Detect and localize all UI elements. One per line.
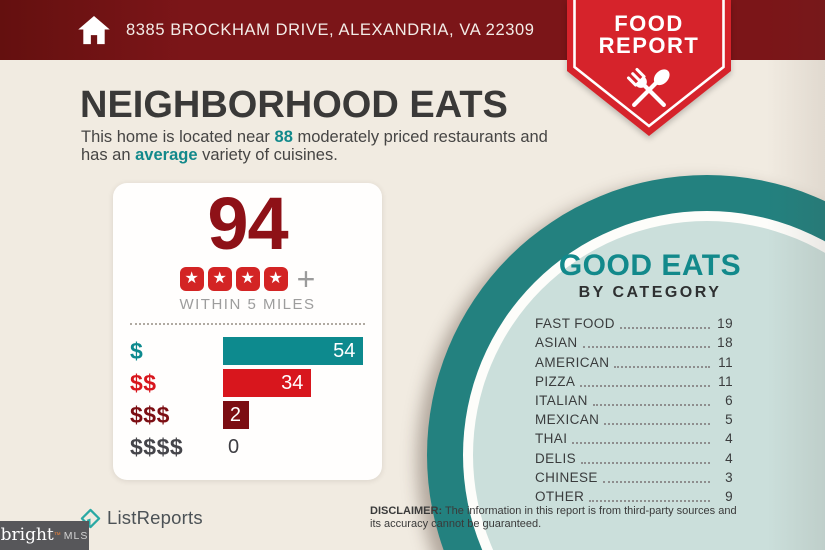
variety-rating: average: [135, 145, 198, 164]
category-row-delis: DELIS 4: [535, 448, 733, 467]
category-label: CHINESE: [535, 469, 598, 485]
dotted-leader: [589, 499, 710, 502]
category-label: DELIS: [535, 450, 577, 466]
subtitle-text: variety of cuisines.: [197, 145, 338, 164]
category-value: 9: [725, 488, 733, 504]
star-icon: ★: [263, 267, 288, 291]
disclaimer: DISCLAIMER: The information in this repo…: [370, 505, 748, 530]
badge-title-line1: FOOD: [614, 11, 684, 36]
good-eats-panel: GOOD EATS BY CATEGORY FAST FOOD 19 ASIAN 1…: [535, 249, 765, 506]
good-eats-title: GOOD EATS: [558, 249, 742, 282]
page-subtitle: This home is located near 88 moderately …: [81, 128, 548, 165]
listreports-wordmark: ListReports: [107, 507, 203, 528]
restaurant-count: 88: [274, 128, 293, 146]
category-label: MEXICAN: [535, 412, 600, 428]
subtitle-text: This home is located near: [81, 128, 275, 146]
radius-label: WITHIN 5 MILES: [179, 296, 316, 313]
price-row-2-dollar: $$ 34: [130, 369, 365, 397]
category-row-other: OTHER 9: [535, 487, 733, 506]
dotted-leader: [602, 480, 710, 483]
price-bar: 2: [223, 401, 249, 429]
trademark-symbol: ™: [53, 531, 61, 539]
bright-mls-suffix: MLS: [63, 529, 89, 542]
bright-mls-brand: bright: [0, 525, 54, 545]
category-row-thai: THAI 4: [535, 429, 733, 448]
dotted-leader: [619, 327, 710, 330]
price-tier-label: $$: [130, 369, 157, 396]
dotted-leader: [592, 403, 710, 406]
restaurant-score-card: 94 ★ ★ ★ ★ + WITHIN 5 MILES $ 54 $$ 34 $$$ 2: [113, 183, 382, 480]
category-row-mexican: MEXICAN 5: [535, 410, 733, 429]
price-tier-label: $: [130, 337, 144, 364]
good-eats-subtitle: BY CATEGORY: [578, 284, 722, 301]
fork-and-spoon-icon: [626, 67, 670, 107]
star-icon: ★: [207, 267, 232, 291]
bright-mls-watermark: bright ™ MLS: [0, 521, 89, 550]
food-report-badge: FOOD REPORT: [567, 0, 731, 136]
subtitle-text: moderately priced restaurants and: [292, 128, 548, 146]
category-row-chinese: CHINESE 3: [535, 468, 733, 487]
category-value: 11: [718, 354, 733, 370]
dotted-leader: [572, 442, 710, 445]
category-value: 3: [725, 469, 733, 485]
plus-icon: +: [296, 261, 316, 297]
price-tier-label: $$$: [130, 401, 170, 428]
page-title: NEIGHBORHOOD EATS: [80, 84, 508, 126]
subtitle-text: has an: [81, 145, 136, 164]
category-label: ASIAN: [535, 335, 578, 351]
category-label: OTHER: [535, 488, 585, 504]
price-bar: 54: [223, 337, 364, 365]
category-list: FAST FOOD 19 ASIAN 18 AMERICAN 11 PIZZA 11 I…: [535, 314, 733, 506]
category-row-american: AMERICAN 11: [535, 352, 733, 371]
dotted-leader: [580, 384, 710, 387]
category-row-asian: ASIAN 18: [535, 333, 733, 352]
category-value: 19: [717, 316, 733, 332]
price-tier-chart: $ 54 $$ 34 $$$ 2 $$$$ 0: [130, 337, 365, 465]
disclaimer-text: The information in this report is from t…: [370, 505, 737, 530]
price-row-3-dollar: $$$ 2: [130, 401, 365, 429]
category-row-pizza: PIZZA 11: [535, 372, 733, 391]
category-label: PIZZA: [535, 373, 576, 389]
dotted-leader: [604, 423, 710, 426]
star-icon: ★: [235, 267, 260, 291]
zero-value: 0: [228, 435, 240, 458]
badge-title-line2: REPORT: [598, 33, 700, 59]
dotted-leader: [614, 365, 710, 368]
category-label: ITALIAN: [535, 392, 588, 408]
subtitle-line-1: This home is located near 88 moderately …: [81, 128, 548, 147]
category-value: 4: [725, 450, 733, 466]
restaurant-count-score: 94: [207, 182, 288, 265]
listreports-logo: ListReports: [80, 507, 203, 529]
price-tier-label: $$$$: [130, 433, 184, 460]
star-icon: ★: [179, 267, 204, 291]
dotted-divider: [130, 323, 365, 325]
subtitle-line-2: has an average variety of cuisines.: [81, 145, 548, 165]
category-label: AMERICAN: [535, 354, 610, 370]
property-address: 8385 BROCKHAM DRIVE, ALEXANDRIA, VA 2230…: [126, 20, 535, 39]
ribbon-shape: [567, 0, 731, 136]
category-row-fast-food: FAST FOOD 19: [535, 314, 733, 333]
price-row-1-dollar: $ 54: [130, 337, 365, 365]
dotted-leader: [582, 346, 710, 349]
price-row-4-dollar: $$$$ 0: [130, 433, 365, 461]
category-row-italian: ITALIAN 6: [535, 391, 733, 410]
category-value: 11: [718, 373, 733, 389]
house-icon: [78, 15, 110, 45]
category-value: 6: [725, 392, 733, 408]
dotted-leader: [581, 461, 710, 464]
category-value: 4: [725, 431, 733, 447]
category-value: 5: [725, 412, 733, 428]
category-label: THAI: [535, 431, 568, 447]
disclaimer-label: DISCLAIMER:: [370, 505, 443, 517]
price-bar: 34: [223, 369, 312, 397]
badge-content: FOOD REPORT: [567, 11, 731, 120]
category-value: 18: [717, 335, 733, 351]
category-label: FAST FOOD: [535, 316, 615, 332]
stars-row: ★ ★ ★ ★ +: [113, 261, 382, 297]
